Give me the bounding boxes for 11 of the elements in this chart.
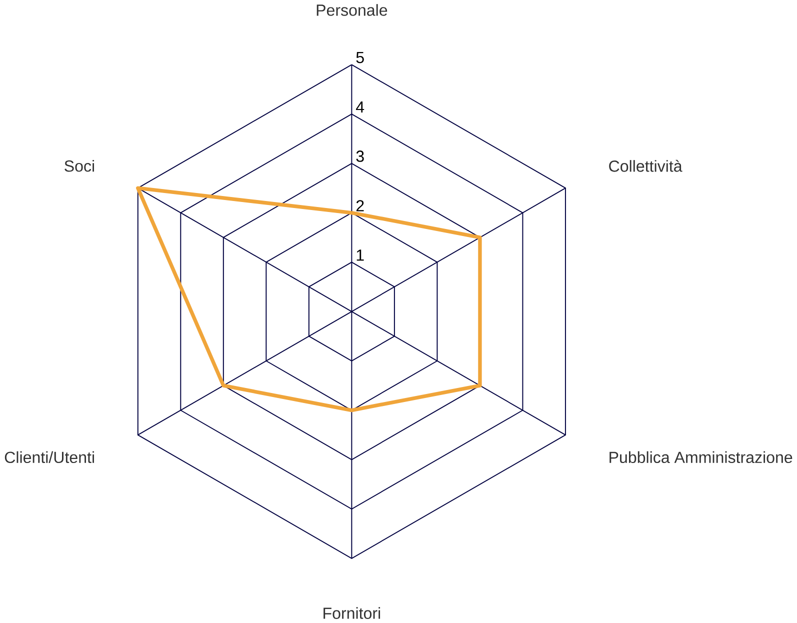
y-tick-label: 3 — [356, 150, 364, 162]
spoke-label: Pubblica Amministrazione — [610, 451, 792, 464]
y-tick-label: 4 — [356, 102, 364, 113]
spoke-label: Collettività — [609, 160, 682, 172]
y-tick-label: 1 — [356, 250, 364, 261]
spoke-label: Personale — [316, 4, 388, 16]
spoke-label: Clienti/Utenti — [4, 451, 94, 464]
y-tick-label: 2 — [356, 200, 364, 212]
spoke-label: Fornitori — [324, 607, 380, 619]
spoke-label: Soci — [64, 160, 94, 172]
y-tick-label: 5 — [356, 52, 364, 64]
